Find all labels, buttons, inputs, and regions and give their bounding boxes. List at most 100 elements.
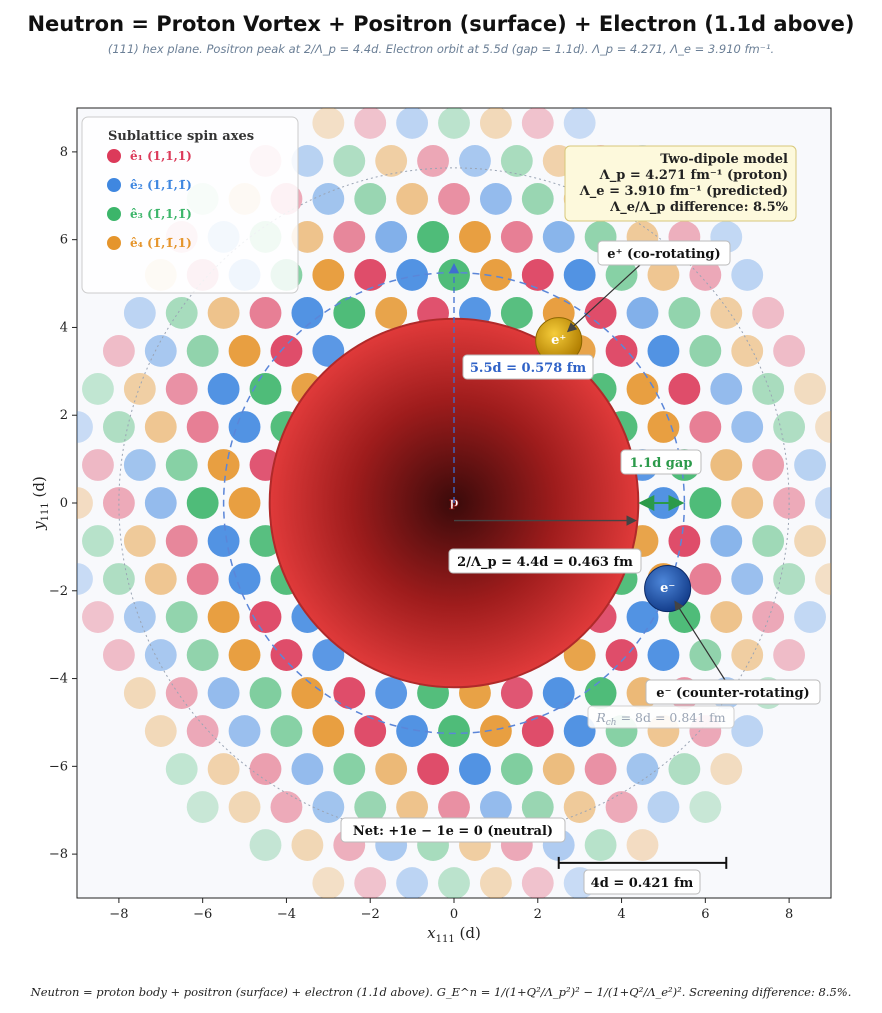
lattice-site: [354, 791, 387, 823]
lattice-site: [752, 601, 785, 633]
lattice-site: [521, 791, 554, 823]
lattice-site: [144, 715, 177, 747]
lattice-site: [500, 753, 533, 785]
lattice-site: [542, 753, 575, 785]
lattice-site: [375, 221, 408, 253]
lattice-site: [710, 297, 743, 329]
lattice-site: [605, 639, 638, 671]
lattice-site: [207, 753, 240, 785]
lattice-site: [417, 221, 449, 253]
lattice-site: [333, 145, 366, 177]
lattice-site: [438, 183, 470, 215]
svg-text:Λ_e/Λ_p difference: 8.5%: Λ_e/Λ_p difference: 8.5%: [609, 200, 788, 215]
lattice-site: [710, 753, 743, 785]
y-axis-label: y111 (d): [30, 476, 51, 531]
lattice-site: [396, 183, 429, 215]
lattice-site: [165, 373, 198, 405]
lattice-site: [500, 145, 533, 177]
lattice-site: [144, 487, 177, 519]
lattice-site: [123, 677, 156, 709]
lattice-site: [500, 221, 533, 253]
lattice-site: [375, 297, 408, 329]
lattice-site: [521, 867, 554, 898]
lattice-site: [605, 791, 638, 823]
lattice-site: [186, 411, 219, 443]
lattice-site: [563, 108, 596, 139]
lattice-site: [333, 753, 366, 785]
lattice-site: [438, 715, 470, 747]
lattice-site: [291, 145, 324, 177]
lattice-site: [521, 108, 554, 139]
lattice-site: [77, 487, 93, 519]
lattice-site: [647, 791, 680, 823]
x-tick-label: 2: [534, 907, 542, 922]
lattice-site: [82, 373, 114, 405]
lattice-site: [396, 108, 429, 139]
lattice-site: [563, 791, 596, 823]
lattice-site: [270, 639, 303, 671]
lattice-site: [77, 563, 93, 595]
lattice-site: [207, 601, 240, 633]
lattice-site: [521, 259, 554, 291]
lattice-site: [584, 297, 617, 329]
lattice-site: [605, 335, 638, 367]
lattice-site: [333, 297, 366, 329]
lattice-site: [165, 525, 198, 557]
lattice-site: [249, 677, 282, 709]
lattice-site: [312, 259, 345, 291]
svg-text:5.5d = 0.578 fm: 5.5d = 0.578 fm: [470, 361, 586, 376]
lattice-site: [270, 715, 303, 747]
x-tick-label: 8: [785, 907, 793, 922]
lattice-site: [249, 297, 282, 329]
x-tick-label: −8: [109, 907, 128, 922]
lattice-site: [479, 867, 512, 898]
y-tick-label: 6: [60, 233, 68, 248]
y-tick-label: 0: [60, 496, 68, 511]
lattice-site: [752, 449, 785, 481]
lattice-site: [354, 715, 387, 747]
lattice-site: [270, 335, 303, 367]
lattice-site: [773, 563, 806, 595]
lattice-site: [354, 183, 387, 215]
lattice-site: [291, 297, 324, 329]
x-tick-label: −4: [277, 907, 296, 922]
lattice-site: [270, 791, 303, 823]
figure-caption: Neutron = proton body + positron (surfac…: [30, 985, 852, 999]
lattice-site: [249, 753, 282, 785]
lattice-site: [165, 449, 198, 481]
lattice-site: [312, 639, 345, 671]
lattice-site: [207, 373, 240, 405]
lattice-site: [647, 411, 680, 443]
y-tick-label: −2: [49, 584, 68, 599]
lattice-site: [207, 677, 240, 709]
lattice-site: [228, 487, 261, 519]
lattice-site: [773, 639, 806, 671]
lattice-site: [102, 563, 135, 595]
lattice-site: [228, 715, 261, 747]
lattice-site: [375, 677, 408, 709]
x-tick-label: 4: [617, 907, 625, 922]
figure-subtitle: (111) hex plane. Positron peak at 2/Λ_p …: [107, 42, 775, 56]
lattice-site: [228, 791, 261, 823]
lattice-site: [500, 297, 533, 329]
lattice-site: [312, 335, 345, 367]
lattice-site: [752, 297, 785, 329]
lattice-site: [794, 449, 826, 481]
y-tick-label: −8: [49, 847, 68, 862]
lattice-site: [584, 677, 617, 709]
svg-text:1.1d gap: 1.1d gap: [630, 456, 693, 471]
svg-text:2/Λ_p = 4.4d = 0.463 fm: 2/Λ_p = 4.4d = 0.463 fm: [457, 555, 633, 570]
legend-swatch: [107, 149, 121, 163]
lattice-site: [82, 449, 114, 481]
lattice-site: [333, 677, 366, 709]
peak-annotation: 2/Λ_p = 4.4d = 0.463 fm: [448, 548, 642, 574]
lattice-site: [186, 791, 219, 823]
electron-pointer: [674, 600, 726, 681]
lattice-site: [794, 373, 826, 405]
lattice-site: [228, 563, 261, 595]
lattice-site: [479, 183, 512, 215]
lattice-site: [731, 411, 764, 443]
lattice-site: [354, 259, 387, 291]
lattice-site: [396, 867, 429, 898]
